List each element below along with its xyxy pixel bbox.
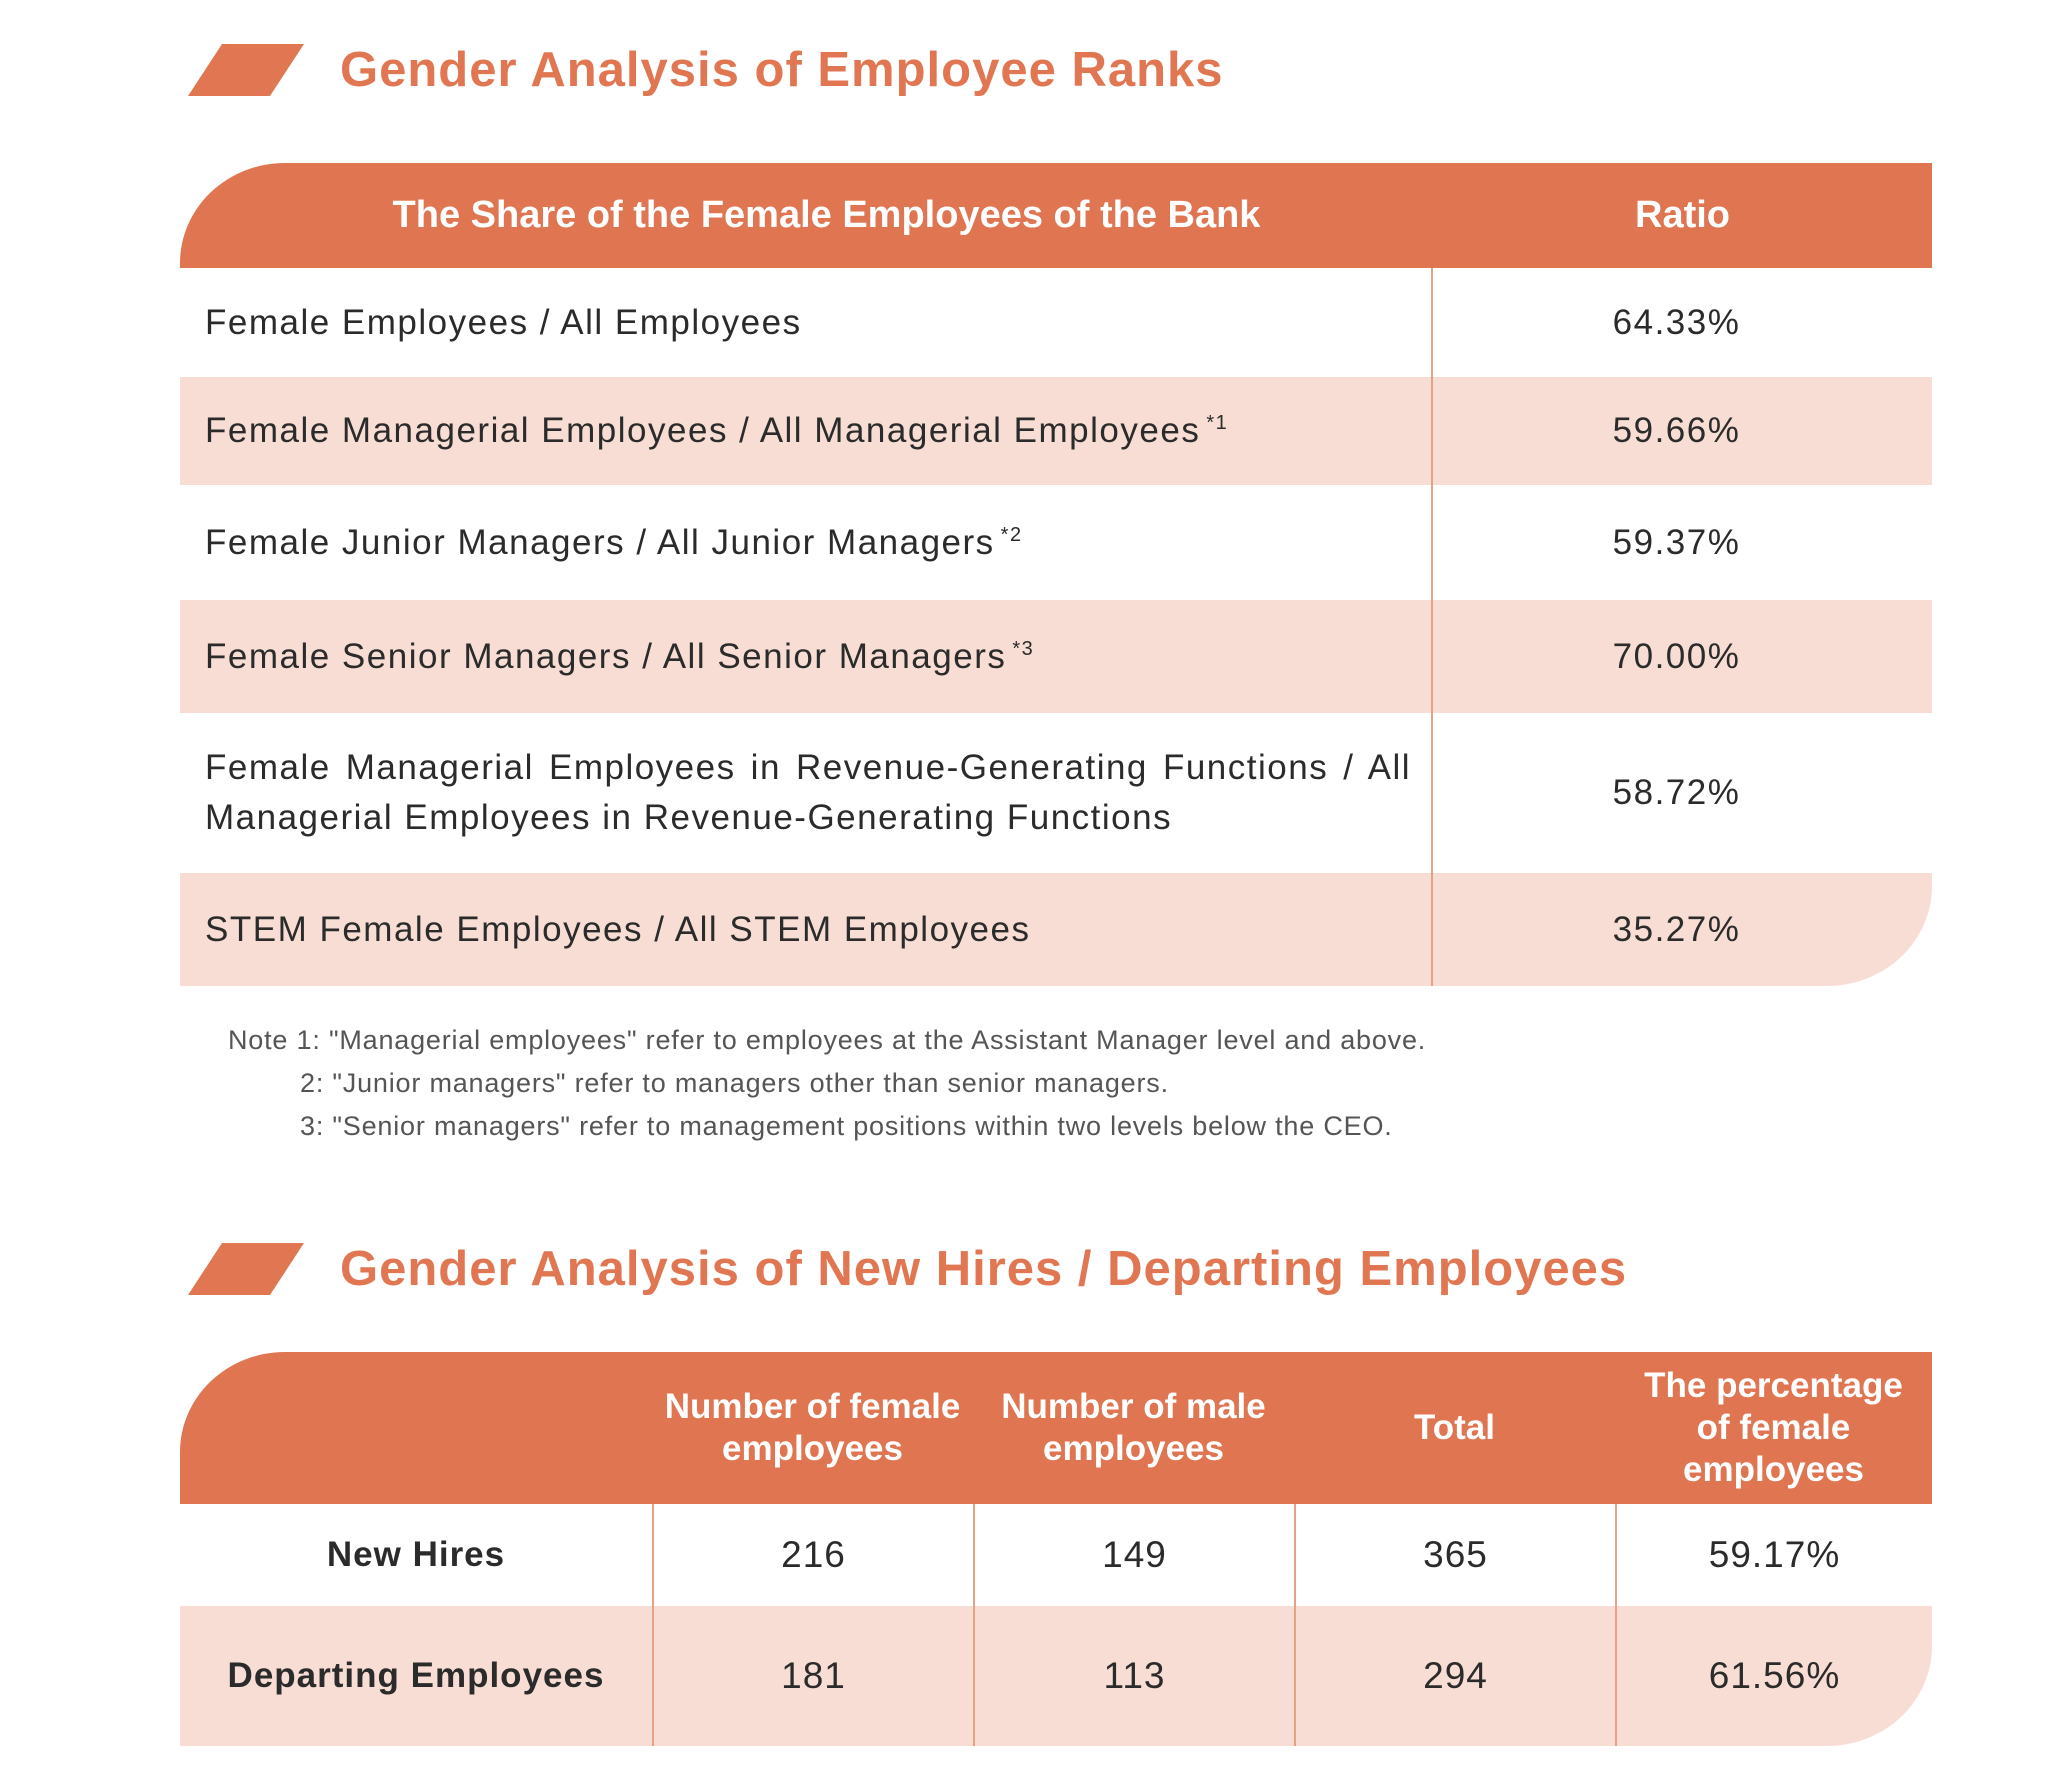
new-hires-departing-table: Number of female employees Number of mal… — [180, 1352, 1932, 1746]
row-label: Departing Employees — [227, 1656, 605, 1695]
female-percentage: 61.56% — [1615, 1606, 1932, 1746]
table-header: The Share of the Female Employees of the… — [180, 163, 1932, 268]
female-count: 216 — [652, 1504, 973, 1606]
footnote-1: Note 1: "Managerial employees" refer to … — [228, 1025, 1427, 1055]
row-label: Female Managerial Employees in Revenue-G… — [205, 748, 1411, 837]
header-ratio: Ratio — [1635, 194, 1730, 236]
row-value: 58.72% — [1612, 773, 1741, 812]
row-label: STEM Female Employees / All STEM Employe… — [205, 909, 1031, 949]
row-value: 59.66% — [1612, 411, 1741, 450]
footnote-3: 3: "Senior managers" refer to management… — [300, 1111, 1393, 1141]
row-value: 70.00% — [1612, 636, 1741, 676]
table-row: New Hires 216 149 365 59.17% — [180, 1504, 1932, 1606]
row-value: 59.37% — [1612, 522, 1741, 562]
total-count: 365 — [1294, 1504, 1615, 1606]
row-label: Female Employees / All Employees — [205, 302, 802, 342]
row-label: Female Senior Managers / All Senior Mana… — [205, 636, 1007, 676]
row-label: Female Junior Managers / All Junior Mana… — [205, 522, 995, 562]
table-row: Female Senior Managers / All Senior Mana… — [180, 600, 1932, 713]
header-total: Total — [1413, 1408, 1495, 1447]
parallelogram-icon — [188, 44, 304, 96]
section-title-new-hires: Gender Analysis of New Hires / Departing… — [188, 1229, 1888, 1309]
row-value: 35.27% — [1612, 909, 1741, 949]
female-percentage: 59.17% — [1615, 1504, 1932, 1606]
header-female-count: Number of female employees — [664, 1387, 961, 1468]
footnote-marker: *3 — [1012, 637, 1035, 660]
section-title-text: Gender Analysis of New Hires / Departing… — [340, 1242, 1628, 1296]
table-row: Female Employees / All Employees 64.33% — [180, 268, 1932, 377]
row-value: 64.33% — [1612, 302, 1741, 342]
row-label: Female Managerial Employees / All Manage… — [205, 411, 1201, 450]
table-header: Number of female employees Number of mal… — [180, 1352, 1932, 1504]
footnotes: Note 1: "Managerial employees" refer to … — [228, 1019, 1426, 1148]
table-row: Female Managerial Employees in Revenue-G… — [180, 713, 1932, 873]
footnote-marker: *2 — [1000, 523, 1023, 546]
footnote-2: 2: "Junior managers" refer to managers o… — [300, 1068, 1169, 1098]
parallelogram-icon — [188, 1243, 304, 1295]
row-label: New Hires — [326, 1535, 506, 1574]
header-empty — [180, 1352, 652, 1504]
header-male-count: Number of male employees — [1001, 1387, 1266, 1468]
section-title-text: Gender Analysis of Employee Ranks — [340, 43, 1224, 97]
female-count: 181 — [652, 1606, 973, 1746]
male-count: 113 — [973, 1606, 1294, 1746]
total-count: 294 — [1294, 1606, 1615, 1746]
header-label: The Share of the Female Employees of the… — [392, 194, 1261, 236]
table-row: Female Junior Managers / All Junior Mana… — [180, 485, 1932, 600]
table-row: Departing Employees 181 113 294 61.56% — [180, 1606, 1932, 1746]
table-row: Female Managerial Employees / All Manage… — [180, 377, 1932, 485]
male-count: 149 — [973, 1504, 1294, 1606]
employee-ranks-table: The Share of the Female Employees of the… — [180, 163, 1932, 986]
footnote-marker: *1 — [1206, 412, 1229, 434]
section-title-employee-ranks: Gender Analysis of Employee Ranks — [188, 30, 1888, 110]
header-female-percentage: The percentage of female employees — [1644, 1366, 1903, 1489]
table-row: STEM Female Employees / All STEM Employe… — [180, 873, 1932, 986]
